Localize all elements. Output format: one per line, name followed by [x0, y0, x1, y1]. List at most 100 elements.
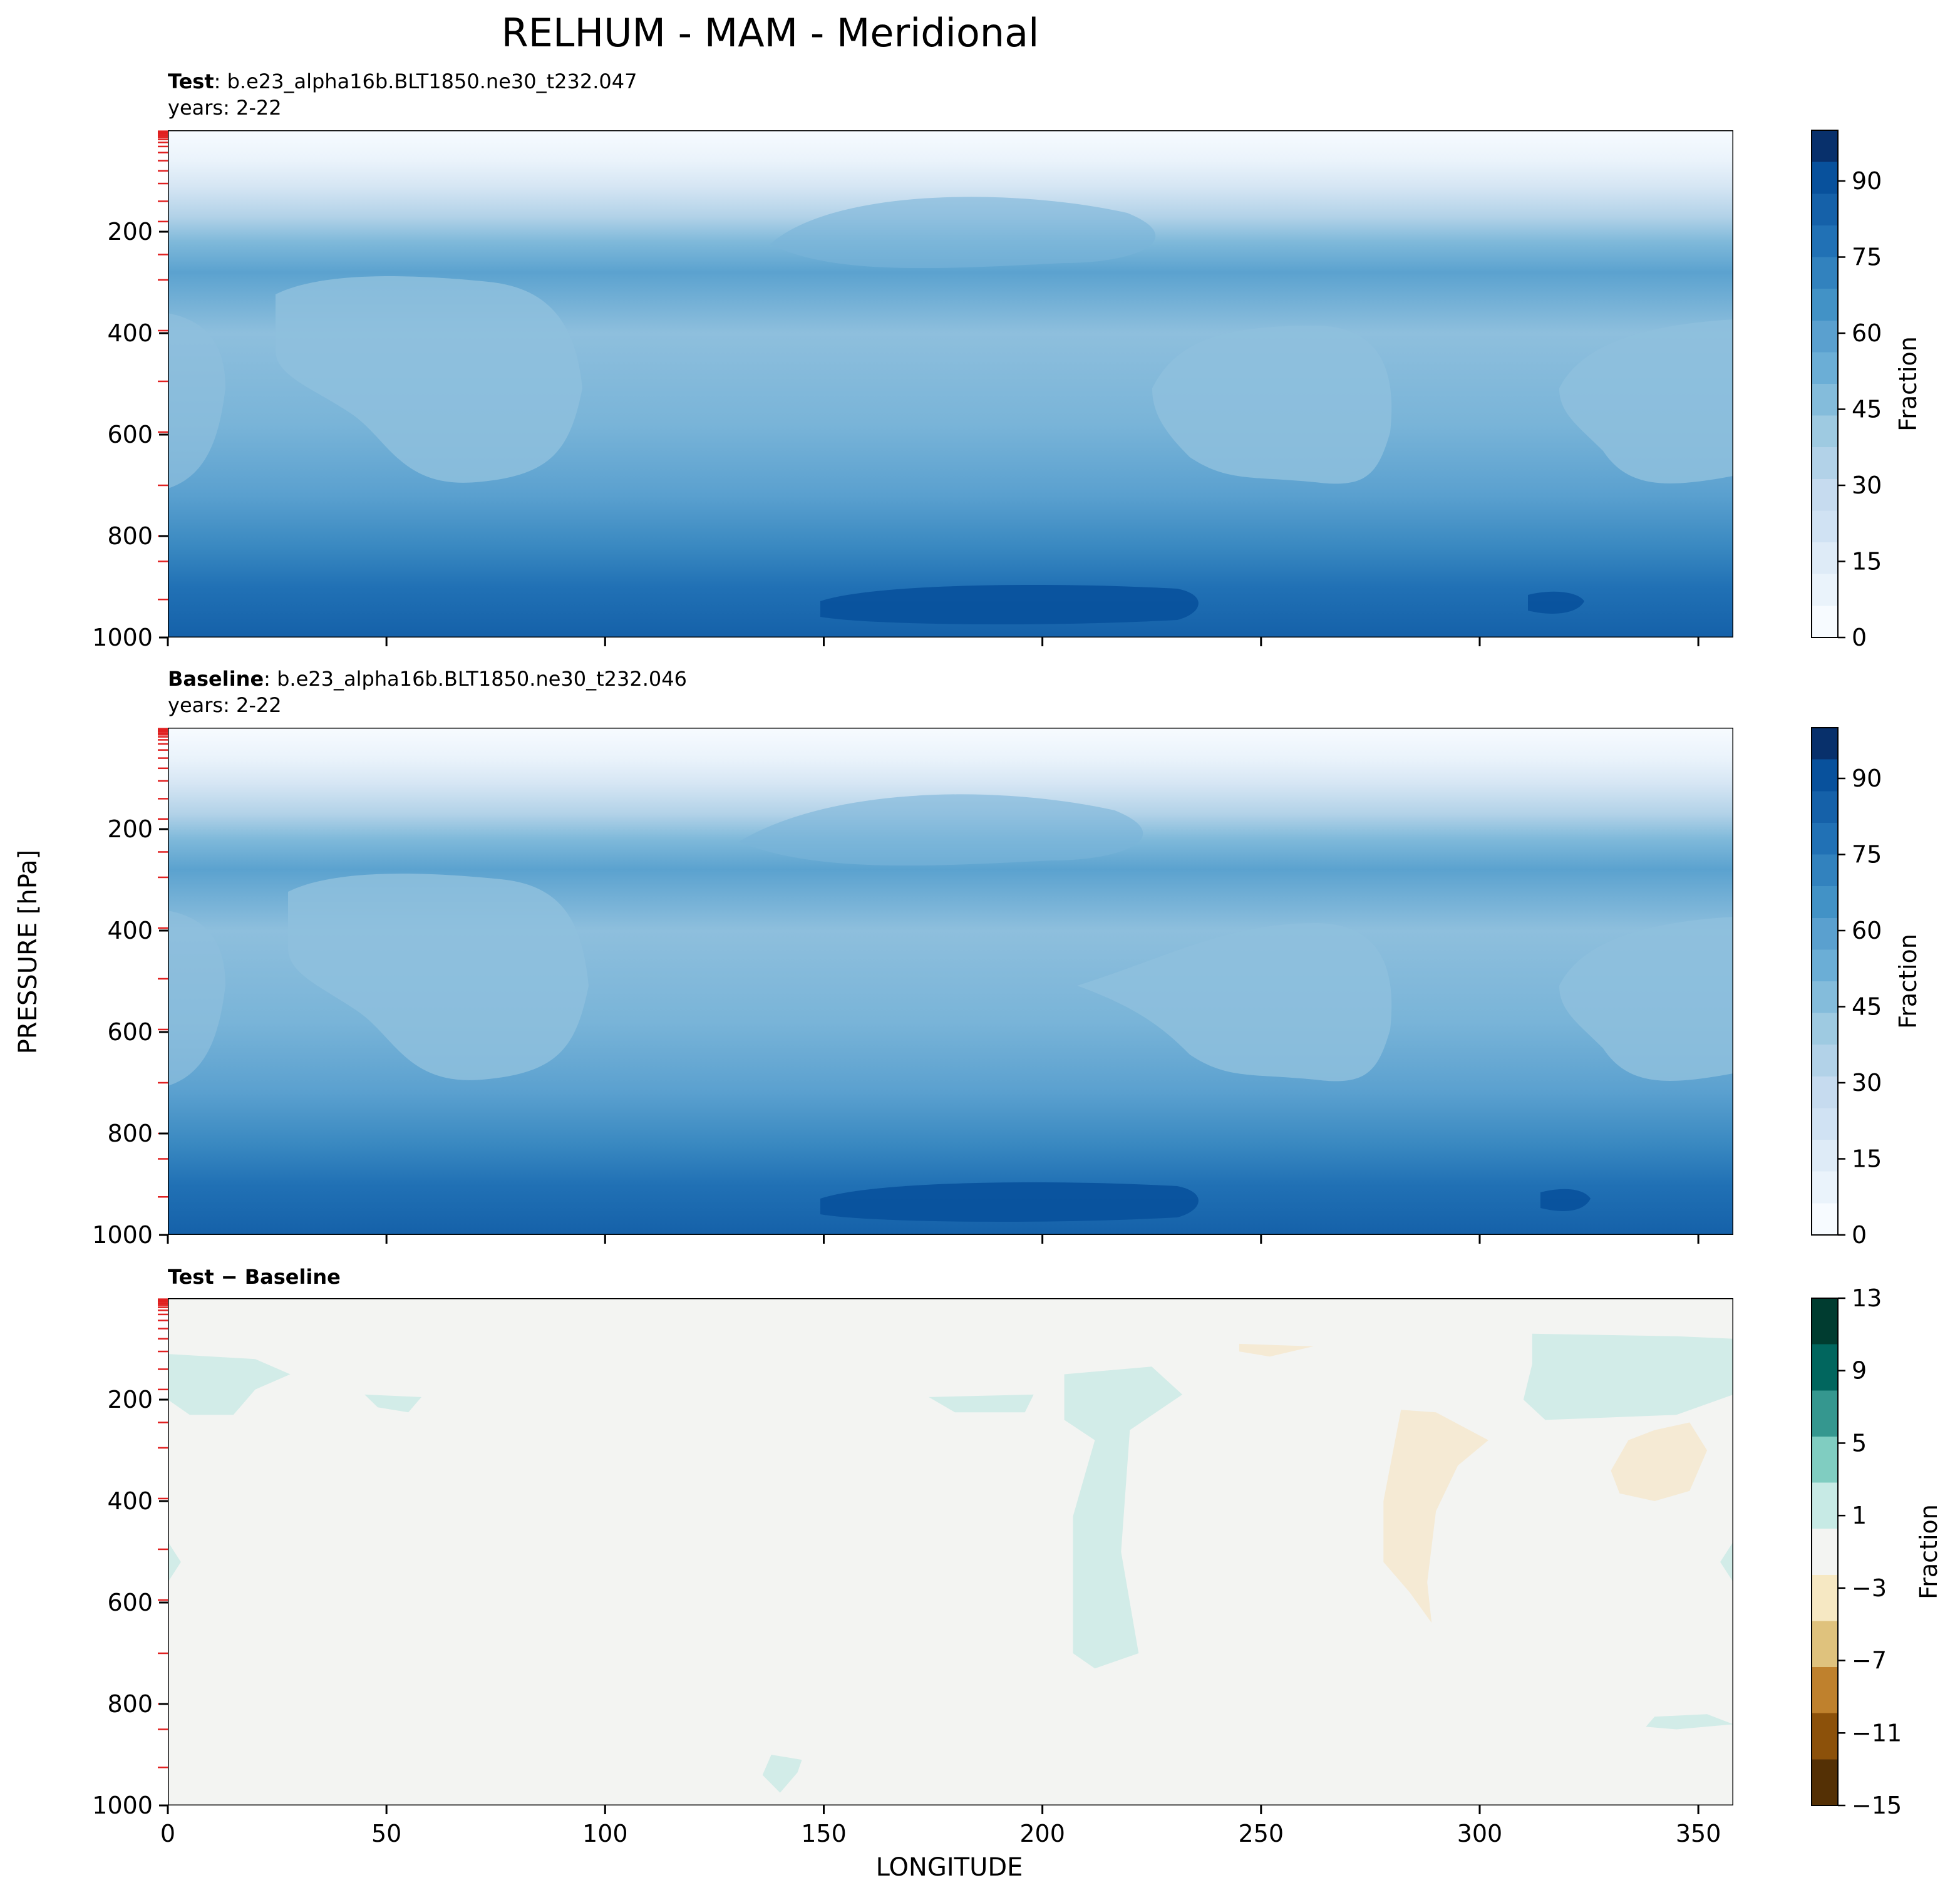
colorbar-tick-label: 75 — [1852, 841, 1882, 869]
panel-test-years: years: 2-22 — [168, 96, 282, 120]
panel-test-label-bold: Test — [168, 70, 214, 93]
y-tick-label: 800 — [107, 522, 153, 550]
colorbar-tick-label: 45 — [1852, 396, 1882, 423]
colorbar-tick-label: 15 — [1852, 548, 1882, 576]
colorbar-tick-label: 45 — [1852, 993, 1882, 1021]
y-tick-label: 400 — [107, 917, 153, 944]
y-tick-label: 200 — [107, 1386, 153, 1413]
x-axis-label: LONGITUDE — [876, 1853, 1023, 1882]
test-midlevel-band — [770, 197, 1156, 269]
positive-anomaly-region — [168, 1541, 181, 1582]
negative-anomaly-region — [1239, 1343, 1314, 1357]
y-axis-label: PRESSURE [hPa] — [14, 850, 43, 1054]
panel-test-level-marks — [158, 130, 168, 601]
colorbar-tick-label: 13 — [1852, 1284, 1882, 1312]
colorbar-tick-label: 0 — [1852, 1221, 1867, 1249]
baseline-midlevel-band — [739, 794, 1143, 866]
test-lowrh-region-left-edge — [168, 313, 225, 488]
panel-test: Test: b.e23_alpha16b.BLT1850.ne30_t232.0… — [92, 70, 1922, 651]
panel-baseline-xticks — [167, 1235, 1700, 1244]
positive-anomaly-region — [762, 1755, 802, 1793]
panel-baseline-yticks: 200 400 600 800 1000 — [92, 815, 168, 1249]
x-tick-label: 0 — [160, 1820, 175, 1847]
panel-diff-xticks: 0 50 100 150 200 250 300 350 — [160, 1805, 1721, 1847]
positive-anomaly-region — [364, 1394, 421, 1413]
figure-title: RELHUM - MAM - Meridional — [502, 10, 1039, 56]
negative-anomaly-region — [1383, 1410, 1488, 1623]
panel-test-label: Test: b.e23_alpha16b.BLT1850.ne30_t232.0… — [168, 70, 637, 93]
test-surface-max — [820, 585, 1199, 624]
panel-diff-level-marks — [158, 1298, 168, 1768]
x-tick-label: 150 — [801, 1820, 847, 1847]
panel-test-colorbar-ticks: 0 15 30 45 60 75 90 — [1838, 167, 1882, 651]
y-tick-label: 800 — [107, 1690, 153, 1718]
test-lowrh-region-west — [276, 276, 582, 483]
x-tick-label: 100 — [582, 1820, 628, 1847]
test-surface-max-east — [1528, 591, 1584, 614]
test-lowrh-region-east — [1152, 326, 1392, 484]
panel-test-colorbar-label: Fraction — [1894, 336, 1922, 431]
colorbar-tick-label: 0 — [1852, 624, 1867, 651]
panel-diff-colorbar-ticks: −15 −11 −7 −3 1 5 9 13 — [1838, 1284, 1902, 1819]
panel-diff-label-bold: Test − Baseline — [168, 1265, 341, 1289]
colorbar-tick-label: −3 — [1852, 1574, 1887, 1602]
colorbar-tick-label: 90 — [1852, 765, 1882, 792]
test-lowrh-region-far-east — [1559, 319, 1733, 483]
x-tick-label: 200 — [1019, 1820, 1065, 1847]
baseline-lowrh-region-east — [1077, 923, 1392, 1082]
y-tick-label: 1000 — [92, 1792, 153, 1819]
x-tick-label: 250 — [1239, 1820, 1284, 1847]
colorbar-tick-label: 75 — [1852, 244, 1882, 271]
y-tick-label: 1000 — [92, 1221, 153, 1249]
y-tick-label: 600 — [107, 1018, 153, 1046]
panel-test-xticks — [167, 638, 1700, 646]
panel-baseline: Baseline: b.e23_alpha16b.BLT1850.ne30_t2… — [92, 667, 1922, 1249]
colorbar-tick-label: 9 — [1852, 1357, 1867, 1385]
panel-diff-yticks: 200 400 600 800 1000 — [92, 1386, 168, 1819]
colorbar-tick-label: −11 — [1852, 1719, 1902, 1747]
panel-diff-colorbar — [1811, 1298, 1839, 1806]
positive-anomaly-region — [1720, 1541, 1733, 1582]
panel-baseline-contours — [168, 794, 1733, 1222]
panel-test-contours — [168, 197, 1733, 624]
y-tick-label: 800 — [107, 1120, 153, 1147]
baseline-lowrh-region-west — [288, 874, 589, 1080]
y-tick-label: 200 — [107, 218, 153, 245]
panel-test-colorbar — [1811, 130, 1839, 638]
y-tick-label: 1000 — [92, 624, 153, 651]
panel-test-yticks: 200 400 600 800 1000 — [92, 218, 168, 651]
y-tick-label: 400 — [107, 1487, 153, 1515]
positive-anomaly-region — [168, 1354, 291, 1415]
panel-diff-field — [168, 1298, 1733, 1805]
colorbar-tick-label: 30 — [1852, 1069, 1882, 1097]
colorbar-tick-label: 15 — [1852, 1145, 1882, 1173]
colorbar-tick-label: 30 — [1852, 472, 1882, 499]
panel-test-label-rest: : b.e23_alpha16b.BLT1850.ne30_t232.047 — [214, 70, 637, 93]
panel-diff-colorbar-label: Fraction — [1915, 1504, 1942, 1599]
negative-anomaly-region — [1611, 1422, 1708, 1501]
panel-baseline-level-marks — [158, 728, 168, 1198]
positive-anomaly-region — [929, 1394, 1034, 1413]
panel-diff-anomalies — [168, 1333, 1733, 1793]
colorbar-tick-label: 5 — [1852, 1429, 1867, 1457]
y-tick-label: 600 — [107, 421, 153, 448]
colorbar-tick-label: −7 — [1852, 1647, 1887, 1675]
y-tick-label: 200 — [107, 815, 153, 843]
panel-baseline-years: years: 2-22 — [168, 693, 282, 717]
y-tick-label: 400 — [107, 319, 153, 347]
panel-baseline-label-rest: : b.e23_alpha16b.BLT1850.ne30_t232.046 — [264, 667, 687, 691]
positive-anomaly-region — [1646, 1714, 1733, 1730]
panel-diff: Test − Baseline 200 400 600 800 1000 0 50 100 1… — [92, 1265, 1942, 1847]
baseline-surface-max-east — [1540, 1189, 1591, 1211]
panel-baseline-label-bold: Baseline — [168, 667, 264, 691]
panel-baseline-label: Baseline: b.e23_alpha16b.BLT1850.ne30_t2… — [168, 667, 687, 691]
colorbar-tick-label: 60 — [1852, 917, 1882, 944]
x-tick-label: 300 — [1457, 1820, 1503, 1847]
panel-diff-label: Test − Baseline — [168, 1265, 341, 1289]
panel-baseline-colorbar-label: Fraction — [1894, 934, 1922, 1029]
positive-anomaly-region — [1064, 1366, 1183, 1669]
y-tick-label: 600 — [107, 1589, 153, 1616]
baseline-surface-max — [820, 1182, 1199, 1222]
x-tick-label: 50 — [371, 1820, 401, 1847]
